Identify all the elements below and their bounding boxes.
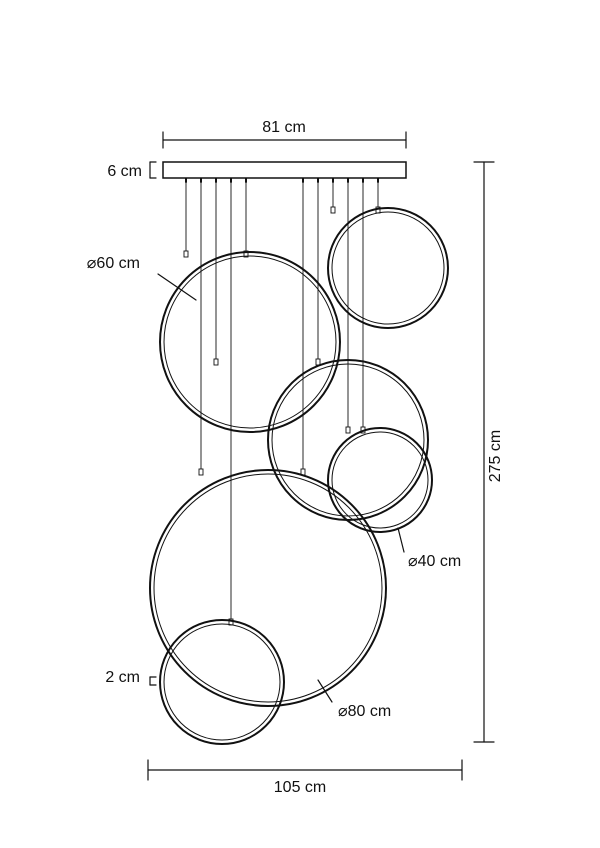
dim-thickness-label: 2 cm [105, 669, 140, 686]
cable-joint [331, 207, 335, 213]
cable-joint [214, 359, 218, 365]
dimension-diagram: 81 cm 6 cm 275 cm 105 cm 2 cm ⌀60 cm ⌀40 cm ⌀80… [0, 0, 600, 848]
callout-d40-label: ⌀40 cm [408, 553, 461, 570]
callout-d60-label: ⌀60 cm [87, 255, 140, 272]
cable-joint [199, 469, 203, 475]
dim-right-label: 275 cm [487, 430, 504, 482]
cable-joint [346, 427, 350, 433]
callout-d80-label: ⌀80 cm [338, 703, 391, 720]
ceiling-plate [163, 162, 406, 178]
dim-plate-label: 6 cm [107, 163, 142, 180]
dim-bottom-label: 105 cm [274, 779, 326, 796]
cable-joint [184, 251, 188, 257]
dim-top-label: 81 cm [262, 119, 306, 136]
cable-joint [316, 359, 320, 365]
